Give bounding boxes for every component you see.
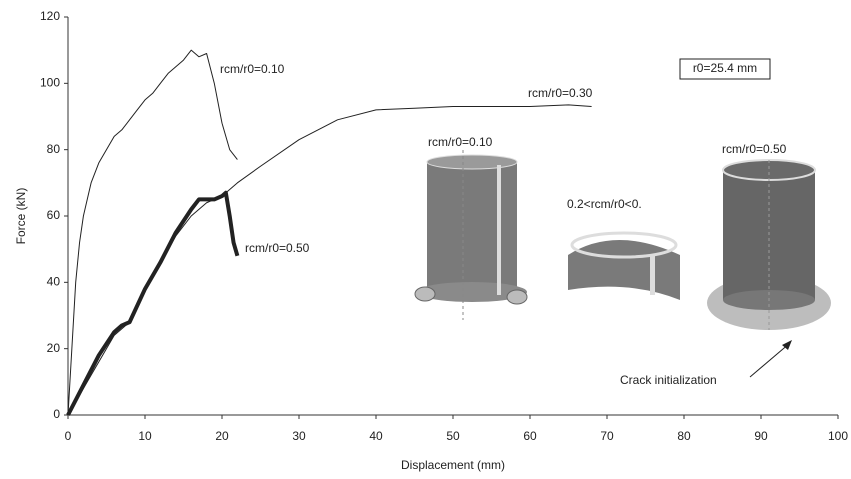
x-tick-label: 50 — [446, 429, 460, 443]
series-label: rcm/r0=0.30 — [528, 86, 593, 100]
annotation: Crack initialization — [620, 373, 717, 387]
y-tick-label: 20 — [47, 341, 61, 355]
crack-arrow — [749, 342, 791, 378]
x-tick-label: 10 — [138, 429, 152, 443]
x-tick-label: 90 — [754, 429, 768, 443]
annotation: rcm/r0=0.50 — [722, 142, 787, 156]
y-axis-title: Force (kN) — [14, 188, 28, 245]
shape-cylinder-left — [414, 150, 528, 320]
annotation: r0=25.4 mm — [693, 61, 757, 75]
crack-arrowhead — [782, 340, 792, 350]
x-axis-title: Displacement (mm) — [401, 458, 505, 472]
annotation-box — [679, 58, 771, 80]
series-label: rcm/r0=0.50 — [245, 241, 310, 255]
x-tick-label: 80 — [677, 429, 691, 443]
annotation: 0.2<rcm/r0<0. — [567, 197, 642, 211]
series-line — [67, 49, 238, 416]
x-tick-label: 60 — [523, 429, 537, 443]
y-tick-label: 0 — [53, 407, 60, 421]
y-tick-label: 120 — [40, 9, 60, 23]
shape-cylinder-right — [707, 159, 831, 330]
x-tick-label: 30 — [292, 429, 306, 443]
y-tick-label: 80 — [47, 142, 61, 156]
y-tick-label: 100 — [40, 76, 60, 90]
shape-ring-middle — [568, 231, 680, 300]
x-tick-label: 100 — [828, 429, 848, 443]
y-tick-label: 60 — [47, 208, 61, 222]
series-line — [66, 190, 240, 416]
x-tick-label: 70 — [600, 429, 614, 443]
x-tick-label: 0 — [65, 429, 72, 443]
x-tick-label: 40 — [369, 429, 383, 443]
series-line — [67, 104, 592, 416]
annotation: rcm/r0=0.10 — [428, 135, 493, 149]
x-tick-label: 20 — [215, 429, 229, 443]
y-tick-label: 40 — [47, 275, 61, 289]
series-label: rcm/r0=0.10 — [220, 62, 285, 76]
